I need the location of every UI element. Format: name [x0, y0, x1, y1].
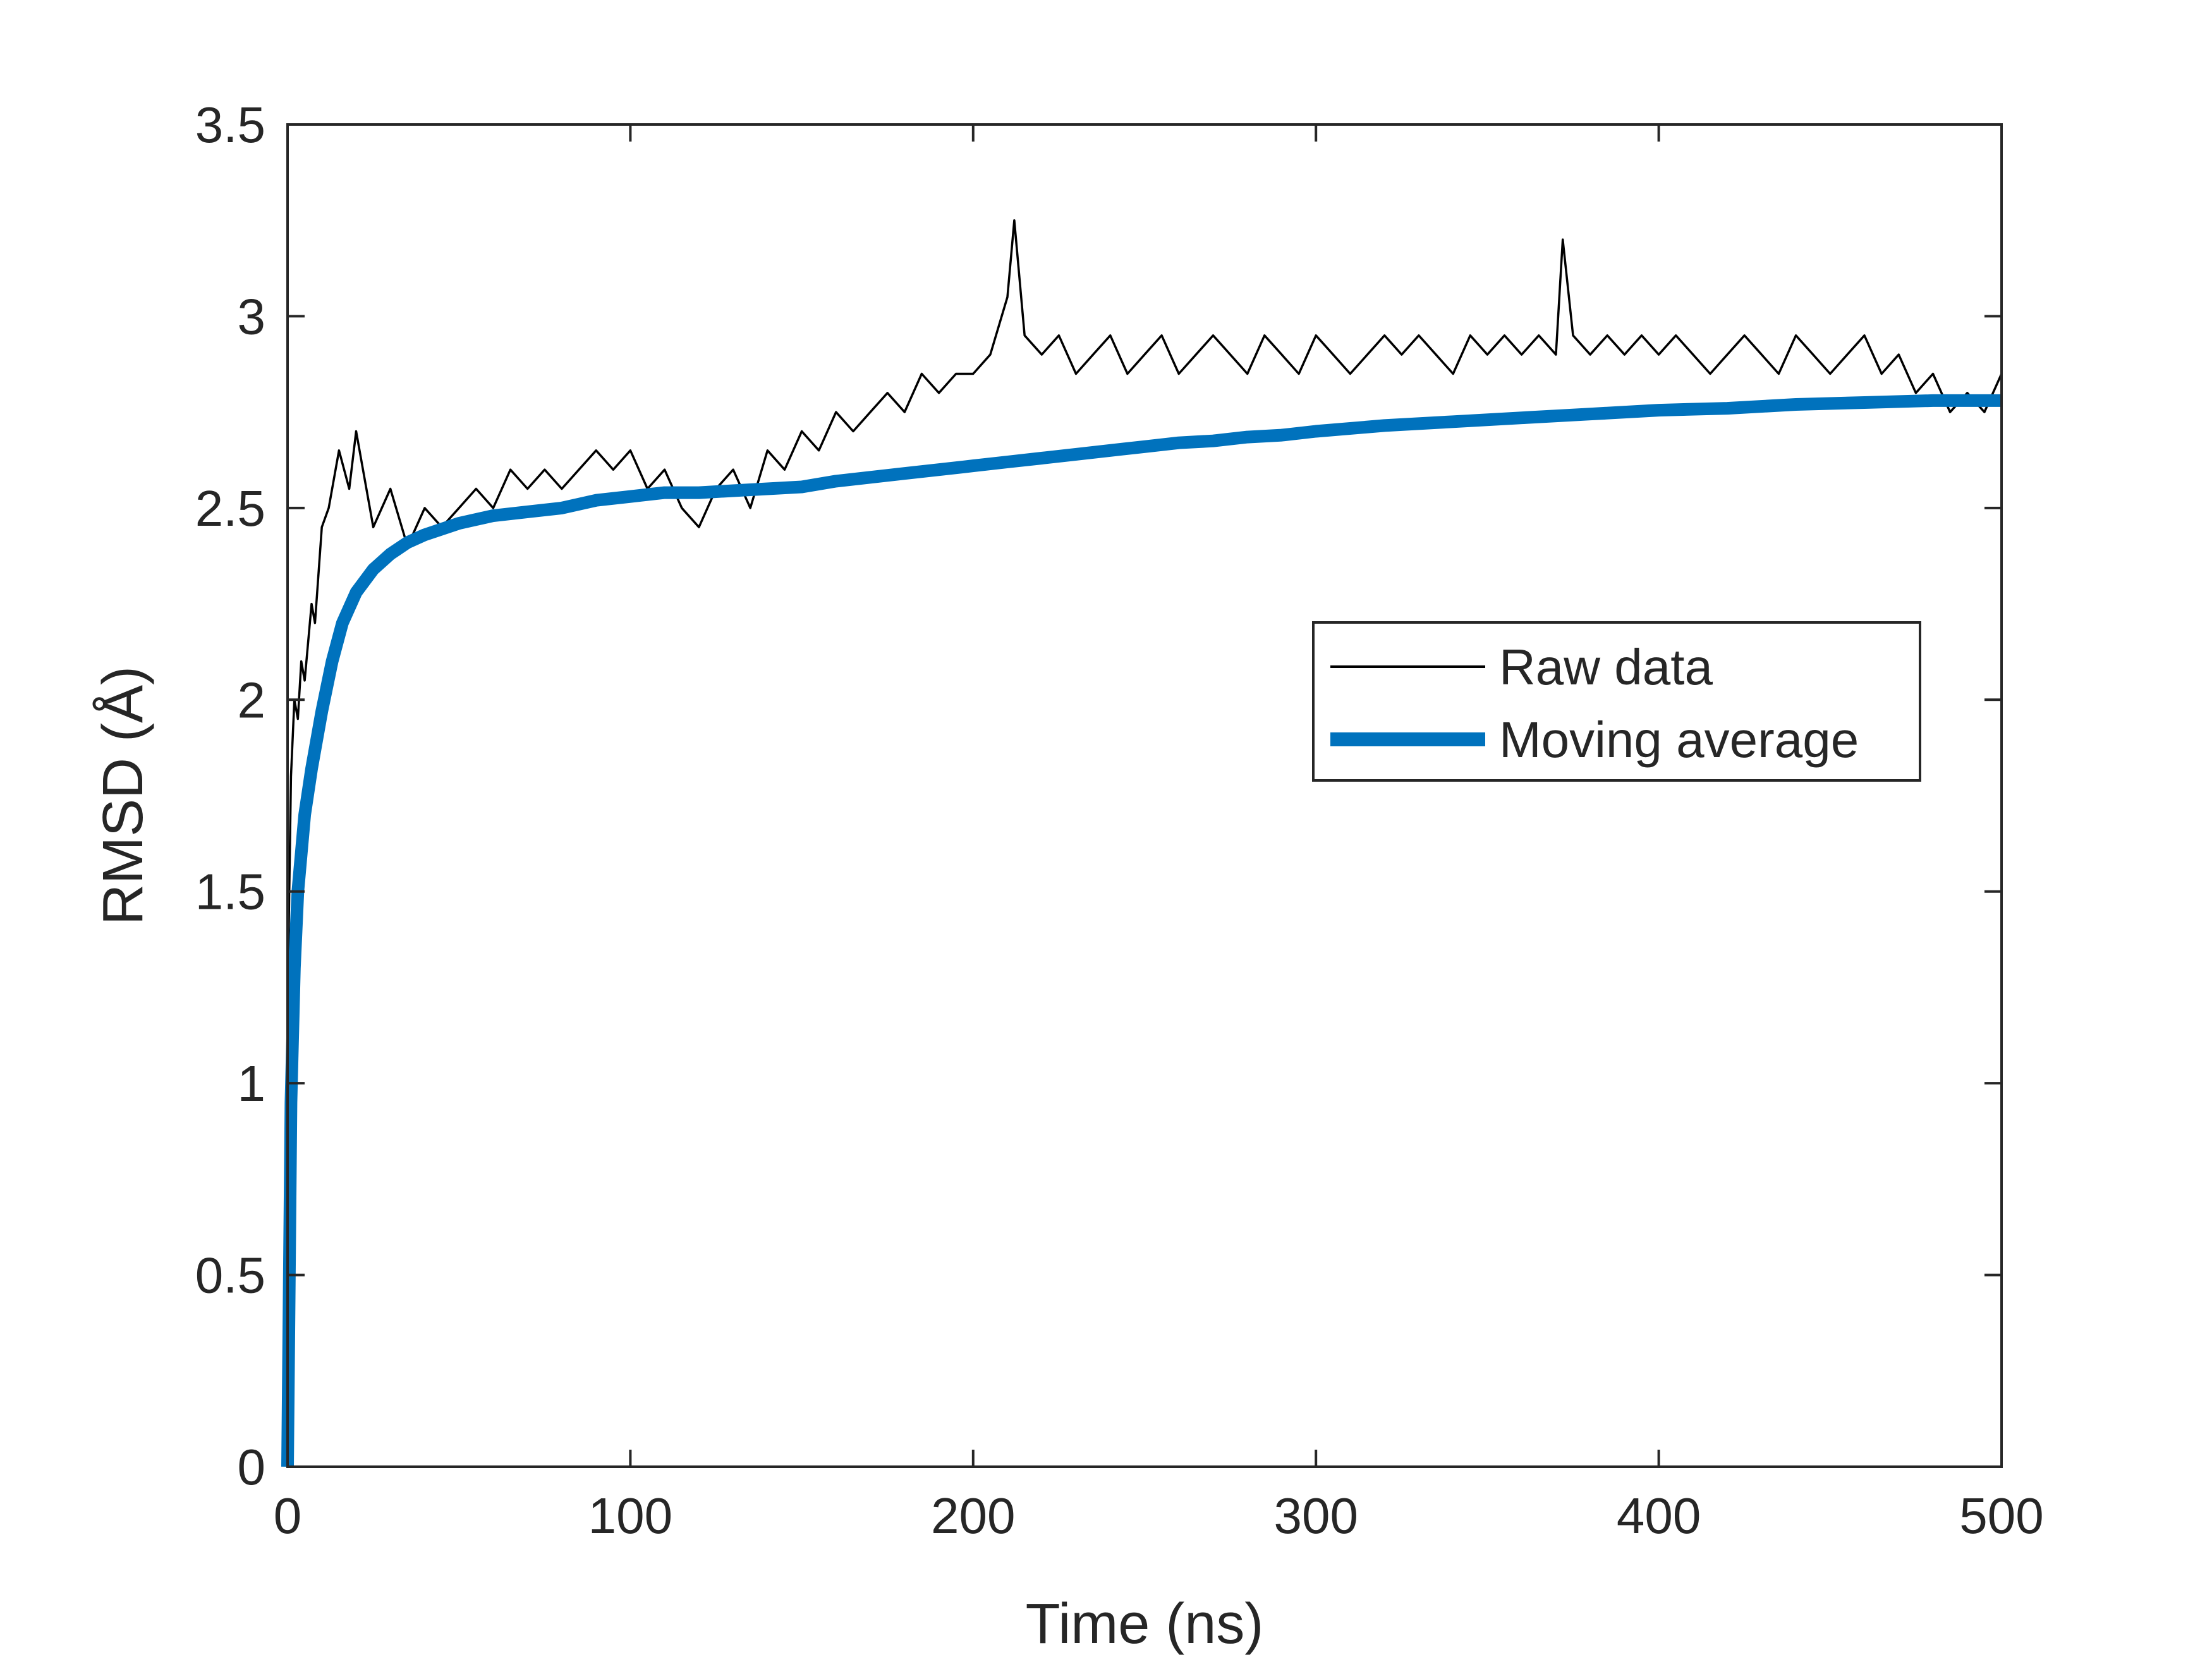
y-tick-label: 1	[238, 1055, 266, 1112]
y-tick-label: 3	[238, 288, 266, 344]
y-tick-label: 2	[238, 672, 266, 728]
legend-box	[1312, 621, 1921, 782]
y-tick-label: 3.5	[195, 97, 265, 153]
ticks-layer: 0 100 200 300 400 500 0 0.5 1 1.5 2 2.5 3 3.5	[195, 97, 2044, 1544]
x-axis-title: Time (ns)	[1026, 1592, 1264, 1656]
y-tick-label: 0	[238, 1439, 266, 1495]
y-tick-label: 0.5	[195, 1247, 265, 1304]
y-axis-title: RMSD (Å)	[92, 666, 155, 925]
y-tick-label: 1.5	[195, 864, 265, 920]
legend-label-raw-data: Raw data	[1499, 639, 1713, 695]
y-tick-label: 2.5	[195, 480, 265, 537]
x-tick-label: 200	[931, 1488, 1015, 1544]
series-line-raw-data	[286, 219, 2003, 1008]
series-line-moving-average	[281, 394, 2002, 1467]
data-layer	[281, 219, 2003, 1467]
x-tick-label: 100	[588, 1488, 672, 1544]
plot-area-frame	[286, 123, 2003, 1468]
x-tick-label: 500	[1959, 1488, 2043, 1544]
legend-label-moving-average: Moving average	[1499, 712, 1859, 768]
x-tick-label: 400	[1617, 1488, 1701, 1544]
plot-area-background	[288, 124, 2002, 1467]
legend: Raw data Moving average	[1312, 621, 1921, 782]
x-tick-label: 300	[1273, 1488, 1358, 1544]
x-tick-label: 0	[274, 1488, 302, 1544]
